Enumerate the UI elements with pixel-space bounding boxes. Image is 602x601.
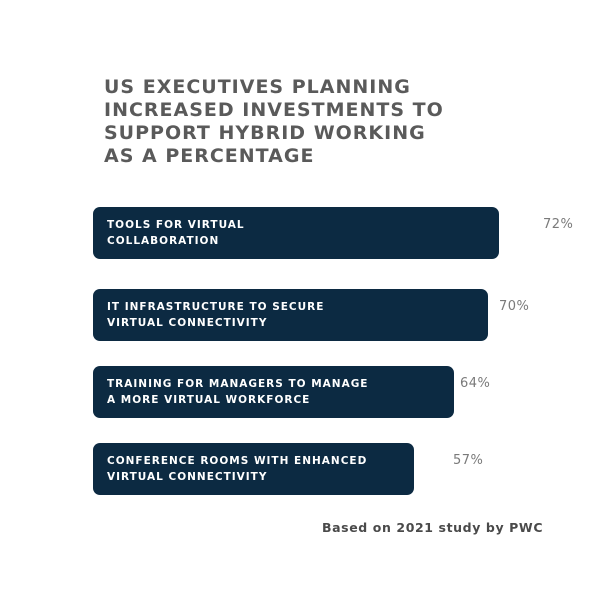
source-note: Based on 2021 study by PWC — [322, 520, 544, 535]
bar-label-line: COLLABORATION — [107, 235, 220, 247]
bar-value-label: 64% — [460, 376, 491, 391]
bar-label-line: VIRTUAL CONNECTIVITY — [107, 471, 268, 483]
chart-title-line: US EXECUTIVES PLANNING — [104, 76, 411, 98]
bar-value-label: 70% — [499, 299, 530, 314]
bar: CONFERENCE ROOMS WITH ENHANCED VIRTUAL CO… — [93, 443, 414, 495]
bar-label: TOOLS FOR VIRTUAL COLLABORATION — [107, 217, 499, 249]
bar: TOOLS FOR VIRTUAL COLLABORATION — [93, 207, 499, 259]
bar-label: IT INFRASTRUCTURE TO SECURE VIRTUAL CONNE… — [107, 299, 488, 331]
chart-title-line: AS A PERCENTAGE — [104, 145, 315, 167]
bar-label-line: CONFERENCE ROOMS WITH ENHANCED — [107, 455, 368, 467]
bar-label: CONFERENCE ROOMS WITH ENHANCED VIRTUAL CO… — [107, 453, 414, 485]
bar: TRAINING FOR MANAGERS TO MANAGE A MORE VI… — [93, 366, 454, 418]
bar: IT INFRASTRUCTURE TO SECURE VIRTUAL CONNE… — [93, 289, 488, 341]
bar-label: TRAINING FOR MANAGERS TO MANAGE A MORE VI… — [107, 376, 454, 408]
chart-title-line: SUPPORT HYBRID WORKING — [104, 122, 426, 144]
chart-title: US EXECUTIVES PLANNING INCREASED INVESTM… — [104, 76, 444, 168]
bar-label-line: TRAINING FOR MANAGERS TO MANAGE — [107, 378, 369, 390]
bar-value-label: 72% — [543, 217, 574, 232]
bar-label-line: A MORE VIRTUAL WORKFORCE — [107, 394, 311, 406]
bar-label-line: IT INFRASTRUCTURE TO SECURE — [107, 301, 325, 313]
chart-title-line: INCREASED INVESTMENTS TO — [104, 99, 444, 121]
bar-value-label: 57% — [453, 453, 484, 468]
bar-label-line: VIRTUAL CONNECTIVITY — [107, 317, 268, 329]
bar-label-line: TOOLS FOR VIRTUAL — [107, 219, 245, 231]
